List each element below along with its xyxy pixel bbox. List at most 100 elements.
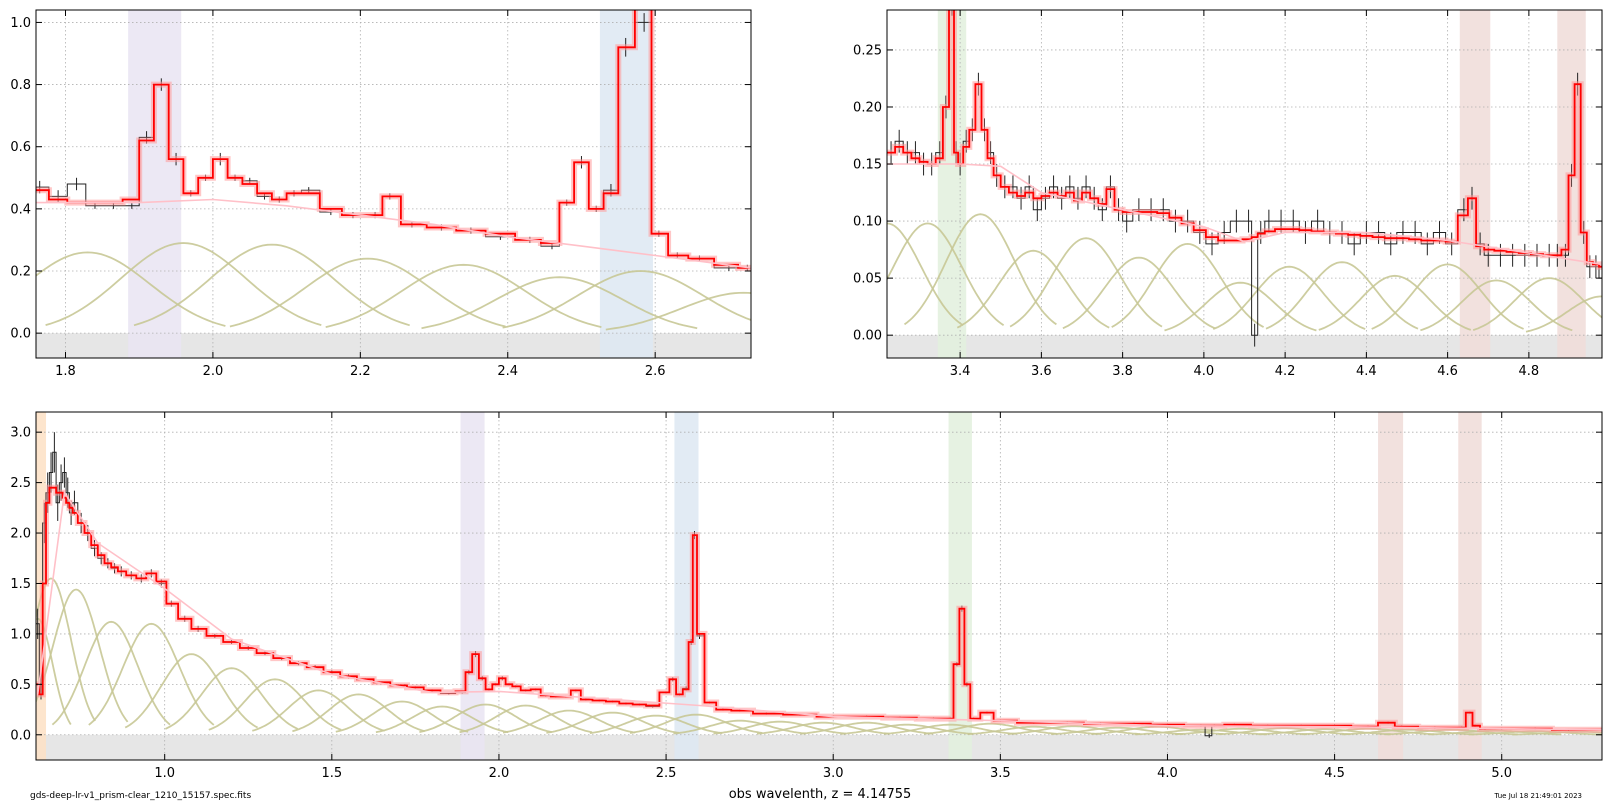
x-tick-label: 4.2 [1275, 364, 1296, 379]
spline-basis-curve [1164, 281, 1317, 332]
spline-basis-curve [208, 678, 342, 731]
zoom-optical-panel: 3.4 3.6 3.8 4.0 4.2 4.4 4.6 4.8 0.00 0.05 0.10 0.15… [853, 9, 1603, 379]
line-band [460, 412, 485, 760]
spline-basis-curve [956, 249, 1110, 329]
x-tick-label: 1.5 [321, 766, 342, 781]
continuum-line [36, 198, 751, 269]
x-tick-label: 1.8 [55, 364, 76, 379]
x-tick-label: 4.8 [1519, 364, 1540, 379]
spline-basis-curve [421, 276, 698, 330]
data-step-line [36, 451, 1602, 737]
x-tick-label: 4.0 [1194, 364, 1215, 379]
axes-frame [886, 9, 1603, 359]
model-line [36, 486, 1602, 731]
spline-basis-curve [375, 705, 509, 734]
y-tick-label: 0.4 [10, 202, 31, 217]
axes-frame [35, 9, 752, 359]
model-line [36, 10, 751, 269]
spline-basis-curve [887, 222, 964, 326]
spline-basis-curve [1062, 256, 1216, 330]
spline-basis-curve [124, 653, 259, 729]
model-uncertainty-band [887, 10, 1602, 270]
line-band [1458, 412, 1482, 760]
spline-basis-curve [459, 704, 593, 734]
spline-basis-curve [903, 213, 1057, 326]
x-tick-label: 2.6 [645, 364, 666, 379]
y-tick-label: 0.2 [10, 265, 31, 280]
spline-basis-curve [229, 257, 506, 328]
y-tick-label: 0.25 [853, 43, 882, 58]
spline-basis-curve [164, 667, 299, 730]
y-tick-label: 1.0 [10, 16, 31, 31]
plot-area [36, 10, 751, 358]
model-uncertainty-band [36, 484, 1602, 733]
y-tick-label: 0.05 [853, 272, 882, 287]
line-band [128, 10, 182, 358]
axes-frame [35, 411, 1603, 761]
y-tick-label: 3.0 [10, 426, 31, 441]
spline-basis-curve [840, 723, 973, 735]
spline-basis-curve [36, 577, 96, 722]
y-tick-label: 0.0 [10, 327, 31, 342]
spline-basis-curve [88, 622, 215, 726]
spline-basis-curve [252, 689, 385, 732]
y-tick-label: 1.5 [10, 577, 31, 592]
x-axis-label: obs wavelenth, z = 4.14755 [729, 787, 912, 802]
y-tick-label: 0.15 [853, 158, 882, 173]
spline-basis-curve [1212, 265, 1366, 330]
spline-basis-curve [1525, 295, 1602, 333]
negative-region [887, 335, 1602, 358]
spline-basis-curve [1009, 237, 1163, 328]
y-tick-label: 0.8 [10, 78, 31, 93]
spline-basis-curve [502, 270, 751, 329]
y-tick-label: 0.10 [853, 215, 882, 230]
spline-basis-curve [887, 222, 1005, 326]
negative-region [36, 734, 1602, 760]
timestamp-label: Tue Jul 18 21:49:01 2023 [1494, 792, 1582, 800]
x-tick-label: 4.0 [1157, 766, 1178, 781]
x-tick-label: 2.4 [497, 364, 518, 379]
y-tick-label: 2.0 [10, 527, 31, 542]
spline-basis-curve [1134, 728, 1268, 736]
spline-basis-curve [45, 242, 322, 326]
continuum-line [36, 490, 1602, 731]
x-tick-label: 3.4 [950, 364, 971, 379]
y-tick-label: 0.20 [853, 100, 882, 115]
plot-area [887, 10, 1602, 358]
x-tick-label: 3.6 [1031, 364, 1052, 379]
spline-basis-curve [1472, 277, 1602, 331]
y-tick-label: 2.5 [10, 476, 31, 491]
x-tick-label: 2.0 [203, 364, 224, 379]
spline-basis-curve [1318, 274, 1472, 331]
y-tick-label: 0.0 [10, 728, 31, 743]
spline-basis-curve [502, 709, 636, 734]
spline-basis-curve [325, 263, 602, 328]
y-tick-label: 0.00 [853, 329, 882, 344]
spline-basis-curve [1111, 242, 1265, 328]
filename-label: gds-deep-lr-v1_prism-clear_1210_15157.sp… [30, 791, 251, 801]
spline-basis-curve [1371, 263, 1524, 330]
spline-basis-curve [546, 711, 679, 734]
spline-basis-curve [605, 291, 751, 331]
full-spectrum-panel: 1.0 1.5 2.0 2.5 3.0 3.5 4.0 4.5 5.0 0.0 0.5 1.0 1.5 2… [10, 411, 1603, 781]
spline-basis-curve [1265, 261, 1419, 330]
y-tick-label: 0.6 [10, 140, 31, 155]
spline-basis-curve [51, 620, 171, 726]
spline-basis-curve [36, 251, 226, 327]
x-tick-label: 4.4 [1356, 364, 1377, 379]
x-tick-label: 3.5 [990, 766, 1011, 781]
spline-basis-curve [292, 693, 425, 733]
line-band [1378, 412, 1404, 760]
x-tick-label: 5.0 [1491, 766, 1512, 781]
y-tick-label: 1.0 [10, 627, 31, 642]
model-line [887, 10, 1602, 268]
zoom-uv-panel: 1.8 2.0 2.2 2.4 2.6 0.0 0.2 0.4 0.6 0.8 1.0 [10, 9, 752, 379]
x-tick-label: 3.8 [1112, 364, 1133, 379]
spline-basis-curve [1420, 279, 1573, 332]
x-tick-label: 4.5 [1324, 766, 1345, 781]
spline-basis-curve [629, 713, 763, 734]
line-band [599, 10, 653, 358]
line-band [1459, 10, 1491, 358]
y-tick-label: 0.5 [10, 678, 31, 693]
